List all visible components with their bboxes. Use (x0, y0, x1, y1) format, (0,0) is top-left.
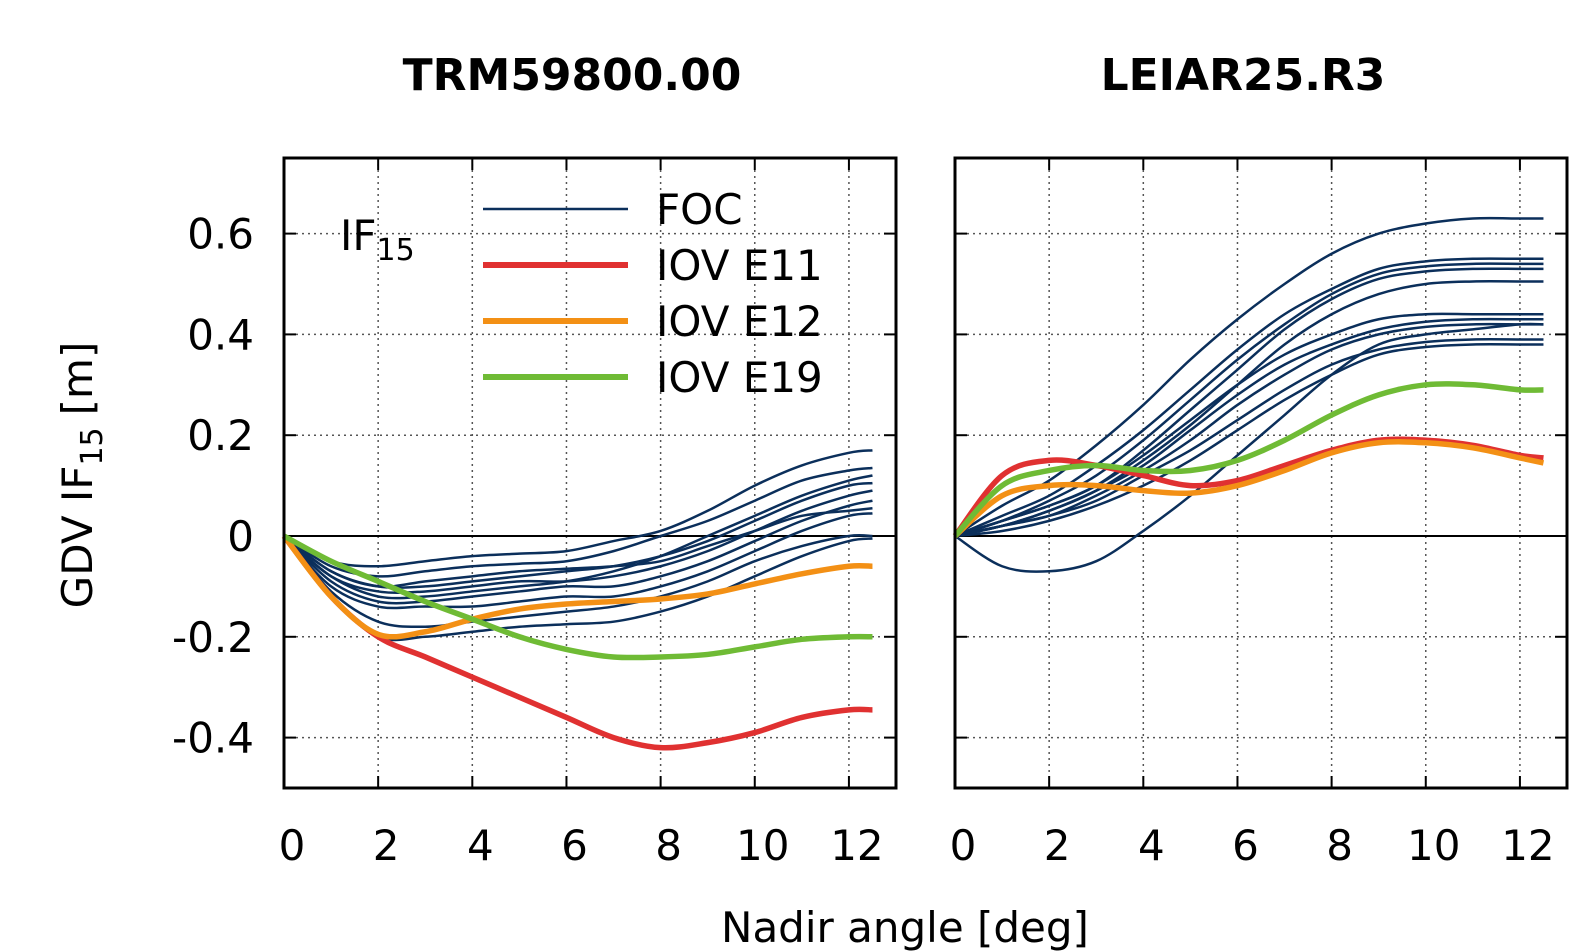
x-tick-label: 0 (279, 821, 306, 870)
series-line (283, 489, 873, 595)
x-tick-label: 12 (1501, 821, 1554, 870)
y-label-text: GDV IF (53, 466, 102, 609)
x-tick-label: 8 (1326, 821, 1353, 870)
series-line (283, 534, 873, 629)
series-line (954, 312, 1544, 538)
series-line (954, 322, 1544, 573)
series-line (954, 216, 1544, 538)
series-line (282, 533, 873, 661)
x-tick-label: 6 (561, 821, 588, 870)
annotation-sub: 15 (377, 233, 415, 268)
x-tick-label: 10 (1407, 821, 1460, 870)
plot-frame (953, 156, 1569, 790)
y-tick-label: 0.2 (187, 411, 254, 460)
y-label-suffix: [m] (53, 342, 102, 416)
legend-label: IOV E19 (656, 353, 823, 402)
series-line (283, 512, 873, 610)
legend-label: IOV E11 (656, 241, 823, 290)
series-line (281, 534, 873, 640)
x-tick-label: 4 (1138, 821, 1165, 870)
x-tick-label: 8 (655, 821, 682, 870)
series-line (953, 439, 1545, 539)
series-line (954, 257, 1544, 538)
y-tick-label: 0 (227, 512, 254, 561)
series-line (954, 262, 1544, 538)
x-axis-label: Nadir angle [deg] (721, 903, 1089, 952)
chart-title: LEIAR25.R3 (1101, 50, 1386, 101)
x-tick-label: 2 (373, 821, 400, 870)
legend-label: IOV E12 (656, 297, 823, 346)
x-tick-label: 6 (1232, 821, 1259, 870)
x-tick-label: 4 (467, 821, 494, 870)
y-tick-label: -0.4 (172, 714, 254, 763)
y-tick-label: 0.6 (187, 210, 254, 259)
y-tick-label: 0.4 (187, 310, 254, 359)
chart-title: TRM59800.00 (403, 50, 742, 101)
series-line (283, 507, 873, 588)
series-line (283, 499, 873, 605)
series-line (283, 466, 873, 578)
series-line (952, 381, 1544, 538)
legend-label: FOC (656, 185, 743, 234)
annotation-text: IF (340, 211, 377, 260)
x-tick-label: 0 (950, 821, 977, 870)
series-line (954, 338, 1544, 538)
y-label-sub: 15 (75, 427, 110, 465)
x-tick-label: 10 (736, 821, 789, 870)
y-tick-label: -0.2 (172, 613, 254, 662)
series-line (283, 449, 873, 568)
series-line (954, 317, 1544, 538)
annotation: IF15 (340, 211, 415, 268)
x-tick-label: 12 (830, 821, 883, 870)
x-tick-label: 2 (1044, 821, 1071, 870)
series-line (283, 474, 873, 600)
plot-frame (282, 156, 898, 790)
series-line (954, 343, 1544, 538)
y-axis-label: GDV IF15 [m] (53, 342, 110, 609)
